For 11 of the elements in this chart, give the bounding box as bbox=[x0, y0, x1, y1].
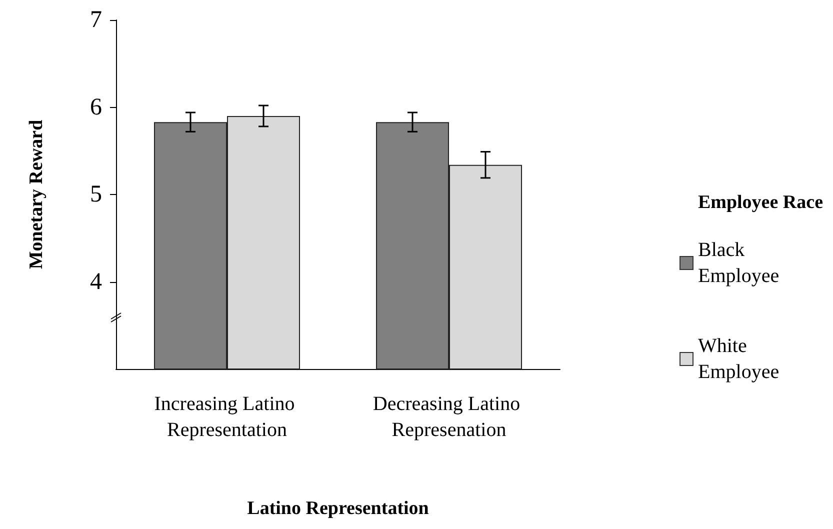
legend-label: White Employee bbox=[698, 335, 780, 383]
legend-label: Black Employee bbox=[698, 239, 780, 287]
y-tick-label: 4 bbox=[90, 268, 102, 295]
y-axis-title: Monetary Reward bbox=[26, 119, 47, 270]
legend-title: Employee Race bbox=[698, 192, 824, 213]
x-tick-label: Increasing Latino Representation bbox=[154, 393, 300, 441]
x-axis-title: Latino Representation bbox=[247, 498, 430, 519]
y-tick-label: 7 bbox=[90, 7, 102, 33]
x-tick-label: Decreasing Latino Represenation bbox=[372, 393, 526, 441]
y-tick-label: 5 bbox=[90, 182, 102, 208]
y-tick-label: 6 bbox=[90, 94, 102, 120]
